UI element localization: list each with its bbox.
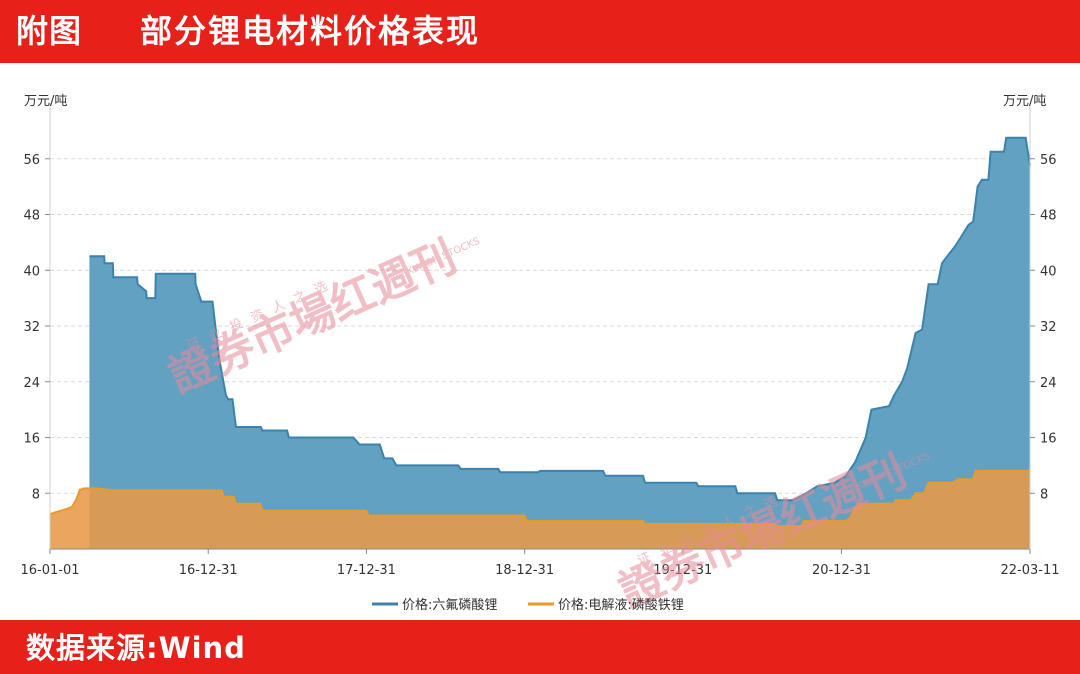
legend: 价格:六氟磷酸锂 价格:电解液:磷酸铁锂 bbox=[372, 597, 684, 613]
series-layer bbox=[49, 136, 1031, 550]
figure-label: 附图 bbox=[16, 12, 83, 50]
x-tick-label: 16-01-01 bbox=[20, 563, 79, 578]
y-tick-label-right: 48 bbox=[1040, 209, 1057, 224]
series-line-2 bbox=[49, 469, 1030, 527]
x-tick-label: 19-12-31 bbox=[653, 563, 712, 578]
y-tick-label-left: 32 bbox=[23, 320, 40, 335]
price-chart: 8 8 16 16 24 24 32 32 40 40 48 48 56 56 16-01-01 16-12-… bbox=[20, 94, 1059, 618]
data-source: 数据来源:Wind bbox=[26, 631, 246, 665]
legend-label-series2: 价格:电解液:磷酸铁锂 bbox=[558, 597, 684, 613]
y-tick-label-left: 16 bbox=[23, 432, 40, 447]
y-tick-label-left: 24 bbox=[23, 376, 40, 391]
series-area-2 bbox=[50, 470, 1030, 549]
x-tick-label: 16-12-31 bbox=[179, 563, 238, 578]
y-tick-label-right: 24 bbox=[1040, 376, 1057, 391]
legend-label-series1: 价格:六氟磷酸锂 bbox=[402, 597, 497, 613]
x-tick-label: 18-12-31 bbox=[495, 563, 554, 578]
y-tick-label-left: 48 bbox=[23, 209, 40, 224]
y-tick-label-right: 56 bbox=[1040, 153, 1057, 168]
y-tick-label-right: 40 bbox=[1040, 264, 1057, 279]
x-tick-label: 17-12-31 bbox=[337, 563, 396, 578]
y-tick-label-right: 16 bbox=[1040, 432, 1057, 447]
ticks-layer: 8 8 16 16 24 24 32 32 40 40 48 48 56 56 16-01-01 16-12-… bbox=[20, 153, 1059, 578]
y-tick-label-left: 8 bbox=[32, 487, 40, 502]
y-tick-label-right: 32 bbox=[1040, 320, 1057, 335]
y-tick-label-left: 56 bbox=[23, 153, 40, 168]
x-tick-label: 22-03-11 bbox=[1000, 563, 1059, 578]
y-unit-right: 万元/吨 bbox=[1003, 94, 1046, 109]
y-tick-label-left: 40 bbox=[23, 264, 40, 279]
page-title: 部分锂电材料价格表现 bbox=[140, 12, 481, 50]
y-unit-left: 万元/吨 bbox=[24, 94, 67, 109]
header-bar: 附图 部分锂电材料价格表现 bbox=[0, 0, 1080, 63]
y-tick-label-right: 8 bbox=[1040, 487, 1048, 502]
chart-area: 8 8 16 16 24 24 32 32 40 40 48 48 56 56 16-01-01 16-12-… bbox=[0, 63, 1080, 620]
series-area-1 bbox=[89, 137, 1030, 550]
footer-bar: 数据来源:Wind bbox=[0, 620, 1080, 674]
x-tick-label: 20-12-31 bbox=[812, 563, 871, 578]
series-line-1 bbox=[89, 136, 1031, 502]
